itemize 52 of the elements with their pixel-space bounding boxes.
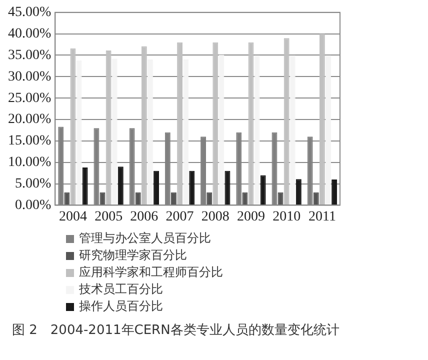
- x-tick-label: 2005: [94, 209, 123, 224]
- y-tick-label: 40.00%: [8, 26, 52, 42]
- bar: [218, 54, 224, 205]
- bar: [183, 60, 189, 205]
- bar: [82, 167, 88, 205]
- legend-label: 应用科学家和工程师百分比: [79, 264, 223, 281]
- legend-label: 研究物理学家百分比: [79, 247, 187, 264]
- x-tick-label: 2008: [201, 209, 230, 224]
- bar: [106, 50, 112, 205]
- bar: [118, 166, 124, 205]
- bar: [290, 55, 296, 205]
- y-tick-label: 45.00%: [8, 5, 52, 20]
- y-tick-label: 25.00%: [8, 90, 52, 106]
- bar: [278, 192, 284, 205]
- bar: [141, 46, 147, 205]
- legend-label: 技术员工百分比: [79, 281, 163, 298]
- x-tick-label: 2006: [130, 209, 158, 224]
- bar: [260, 175, 266, 205]
- legend-label: 管理与办公室人员百分比: [79, 230, 211, 247]
- bar: [177, 42, 183, 205]
- bar: [296, 179, 302, 205]
- bar: [326, 55, 331, 205]
- y-tick-label: 30.00%: [8, 69, 52, 84]
- x-tick-label: 2009: [236, 209, 265, 224]
- y-tick-label: 5.00%: [14, 176, 52, 192]
- x-tick-label: 2007: [166, 209, 194, 224]
- bar: [70, 48, 76, 205]
- x-tick-label: 2004: [58, 209, 87, 224]
- legend-label: 操作人员百分比: [79, 298, 163, 315]
- bar: [112, 58, 118, 205]
- bar: [319, 34, 325, 205]
- bar: [284, 38, 290, 205]
- x-tick-label: 2010: [272, 209, 301, 224]
- bar: [332, 179, 338, 205]
- y-tick-label: 35.00%: [8, 48, 52, 63]
- bar: [189, 170, 195, 205]
- y-tick-label: 0.00%: [14, 198, 52, 213]
- bar: [154, 170, 160, 205]
- bar: [313, 192, 319, 205]
- bar: [212, 42, 218, 205]
- bar: [206, 192, 212, 205]
- y-tick-label: 20.00%: [8, 112, 52, 128]
- bar: [254, 55, 260, 205]
- bar: [148, 60, 153, 205]
- text: 图 2 2004-2011年CERN各类专业人员的数量变化统计: [12, 322, 340, 339]
- bar: [242, 192, 248, 205]
- y-tick-label: 10.00%: [8, 155, 52, 170]
- y-tick-label: 15.00%: [8, 134, 52, 149]
- bar: [64, 192, 70, 205]
- bar: [135, 192, 141, 205]
- x-tick-label: 2011: [308, 209, 336, 224]
- bar: [171, 192, 176, 205]
